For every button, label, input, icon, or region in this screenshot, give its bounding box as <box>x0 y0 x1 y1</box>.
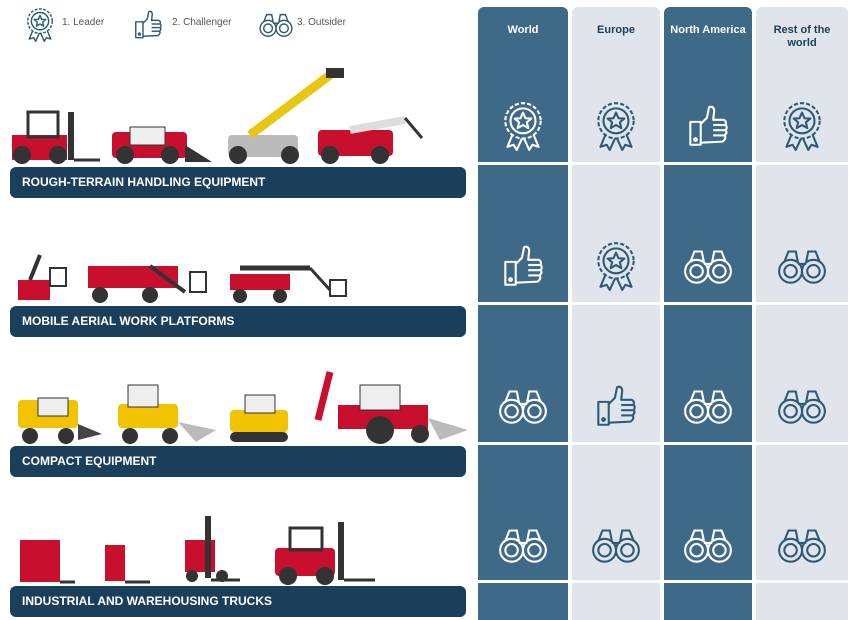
column-cell <box>478 7 568 162</box>
rating-icon <box>689 105 728 146</box>
column-cell <box>572 305 660 442</box>
rating-icon <box>504 102 542 151</box>
row-2-machines <box>18 254 347 303</box>
rating-icon <box>499 529 547 563</box>
rating-icon <box>597 385 636 426</box>
column-cell <box>664 583 752 620</box>
column-cell <box>478 445 568 580</box>
column-cell <box>664 165 752 302</box>
legend-label: 2. Challenger <box>172 17 232 28</box>
column-cell <box>478 583 568 620</box>
machine-illustrations <box>12 68 468 585</box>
column-header: North America <box>670 24 746 36</box>
category-label: INDUSTRIAL AND WAREHOUSING TRUCKS <box>10 586 466 617</box>
row-1-machines <box>12 68 424 164</box>
rating-icon <box>783 102 821 151</box>
column-cell <box>756 305 848 442</box>
rating-icon <box>592 529 640 563</box>
column-cell <box>756 583 848 620</box>
rating-icon <box>597 242 635 291</box>
column-cell <box>478 165 568 302</box>
rating-icon <box>778 390 826 424</box>
column-header: World <box>507 24 539 36</box>
rating-icon <box>504 245 543 286</box>
rating-icon <box>597 102 635 151</box>
column-cell <box>664 445 752 580</box>
category-label: ROUGH-TERRAIN HANDLING EQUIPMENT <box>10 167 466 198</box>
rating-icon <box>684 250 732 284</box>
column-cell <box>664 305 752 442</box>
column-cell <box>664 7 752 162</box>
column-cell <box>572 7 660 162</box>
legend-label: 1. Leader <box>62 17 105 28</box>
rating-icon <box>778 250 826 284</box>
rating-icon <box>684 529 732 563</box>
rating-icon <box>778 529 826 563</box>
column-header: Rest of the world <box>773 24 831 49</box>
column-cell <box>478 305 568 442</box>
row-3-machines <box>18 371 468 444</box>
column-cell <box>756 445 848 580</box>
rating-icon <box>684 390 732 424</box>
category-label: COMPACT EQUIPMENT <box>10 446 466 477</box>
legend-label: 3. Outsider <box>297 17 346 28</box>
column-header: Europe <box>597 24 635 36</box>
category-label: MOBILE AERIAL WORK PLATFORMS <box>10 306 466 337</box>
column-cell <box>756 7 848 162</box>
column-cell <box>756 165 848 302</box>
column-cell <box>572 583 660 620</box>
row-4-machines <box>20 516 375 585</box>
column-cell <box>572 445 660 580</box>
rating-icon <box>499 390 547 424</box>
